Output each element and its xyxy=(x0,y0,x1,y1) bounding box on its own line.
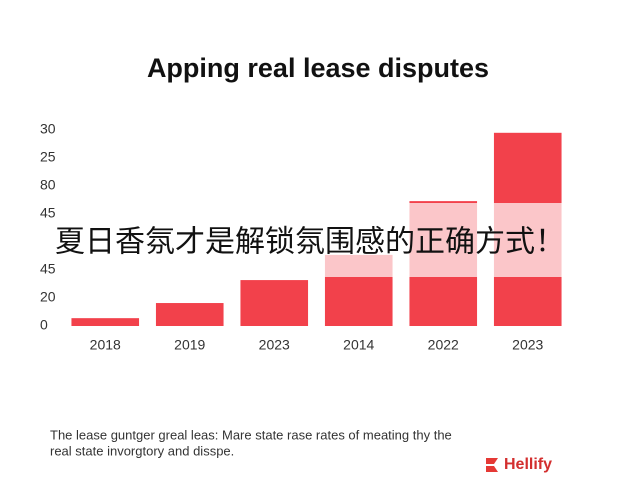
caption-line: The lease guntger greal leas: Mare state… xyxy=(50,427,452,442)
x-tick-label: 2019 xyxy=(174,337,205,353)
y-tick-label: 45 xyxy=(40,205,56,221)
y-tick-label: 0 xyxy=(40,317,48,333)
bar xyxy=(155,303,224,326)
y-tick-label: 20 xyxy=(40,289,56,305)
caption-line: real state invorgtory and disspe. xyxy=(50,443,234,458)
highlight-band xyxy=(320,203,570,277)
x-tick-label: 2014 xyxy=(343,337,374,353)
y-tick-label: 80 xyxy=(40,177,56,193)
y-tick-label: 30 xyxy=(40,121,56,137)
chart-title: Apping real lease disputes xyxy=(147,53,489,83)
y-tick-label: 25 xyxy=(40,149,56,165)
overlay-text: 夏日香氛才是解锁氛围感的正确方式！ xyxy=(55,225,565,260)
y-tick-label: 45 xyxy=(40,261,56,277)
bar xyxy=(71,318,140,326)
bar xyxy=(240,280,309,326)
x-tick-label: 2018 xyxy=(90,337,121,353)
x-tick-label: 2022 xyxy=(428,337,459,353)
brand-icon xyxy=(486,458,498,472)
brand-name: Hellify xyxy=(504,456,552,473)
x-tick-label: 2023 xyxy=(259,337,290,353)
x-tick-label: 2023 xyxy=(512,337,543,353)
brand-logo: Hellify xyxy=(486,456,552,473)
